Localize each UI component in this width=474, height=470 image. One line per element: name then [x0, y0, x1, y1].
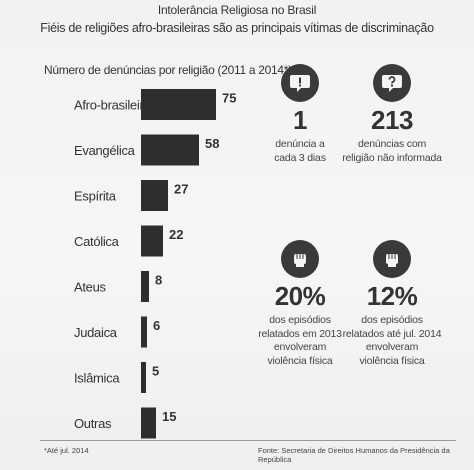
- category-label: Islâmica: [74, 371, 120, 386]
- category-label: Espírita: [74, 189, 117, 204]
- speech-bubble-exclamation-icon: [281, 64, 319, 102]
- stat-description: denúncia a cada 3 dias: [274, 138, 326, 164]
- value-label: 15: [162, 409, 176, 424]
- category-label: Judaica: [74, 325, 118, 340]
- category-label: Outras: [74, 416, 112, 431]
- value-label: 8: [155, 273, 162, 288]
- footnote: *Até jul. 2014: [44, 446, 89, 455]
- chart-title: Número de denúncias por religião (2011 a…: [44, 63, 292, 77]
- fist-icon: [373, 240, 411, 278]
- value-label: 5: [152, 364, 159, 379]
- category-label: Afro-brasileira: [74, 98, 151, 113]
- stat-value: 20%: [274, 281, 326, 311]
- value-label: 27: [174, 182, 188, 197]
- stat-violence-2014: 12% dos episódios relatados até jul. 201…: [337, 240, 447, 368]
- bar: [141, 225, 163, 257]
- bar: [141, 134, 199, 166]
- footer-divider: [40, 440, 456, 441]
- bar: [141, 407, 156, 439]
- stat-violence-2013: 20% dos episódios relatados em 2013 envo…: [245, 240, 355, 368]
- stat-description: dos episódios relatados em 2013 envolver…: [258, 314, 342, 367]
- infographic-subtitle: Fiéis de religiões afro-brasileiras são …: [40, 21, 434, 35]
- source-credit: Fonte: Secretaria de Direitos Humanos da…: [258, 446, 450, 464]
- bar: [141, 362, 146, 393]
- stat-denuncia-frequency: 1 denúncia a cada 3 dias: [245, 64, 355, 165]
- value-label: 22: [169, 227, 183, 242]
- stat-value: 213: [371, 105, 413, 135]
- stat-description: denúncias com religião não informada: [342, 138, 442, 164]
- bar: [141, 180, 168, 211]
- bar: [141, 316, 147, 348]
- value-label: 58: [205, 136, 219, 151]
- bar: [141, 89, 216, 120]
- fist-icon: [281, 240, 319, 278]
- stat-unknown-religion: 213 denúncias com religião não informada: [337, 64, 447, 165]
- category-label: Ateus: [74, 280, 107, 295]
- category-label: Católica: [74, 234, 120, 249]
- category-label: Evangélica: [74, 143, 136, 158]
- stat-value: 12%: [366, 281, 418, 311]
- value-label: 6: [153, 318, 160, 333]
- infographic-title: Intolerância Religiosa no Brasil: [157, 3, 317, 17]
- stat-description: dos episódios relatados até jul. 2014 en…: [342, 314, 442, 367]
- stat-value: 1: [293, 105, 307, 135]
- value-label: 75: [222, 91, 236, 106]
- bar: [141, 271, 149, 302]
- speech-bubble-question-icon: [373, 64, 411, 102]
